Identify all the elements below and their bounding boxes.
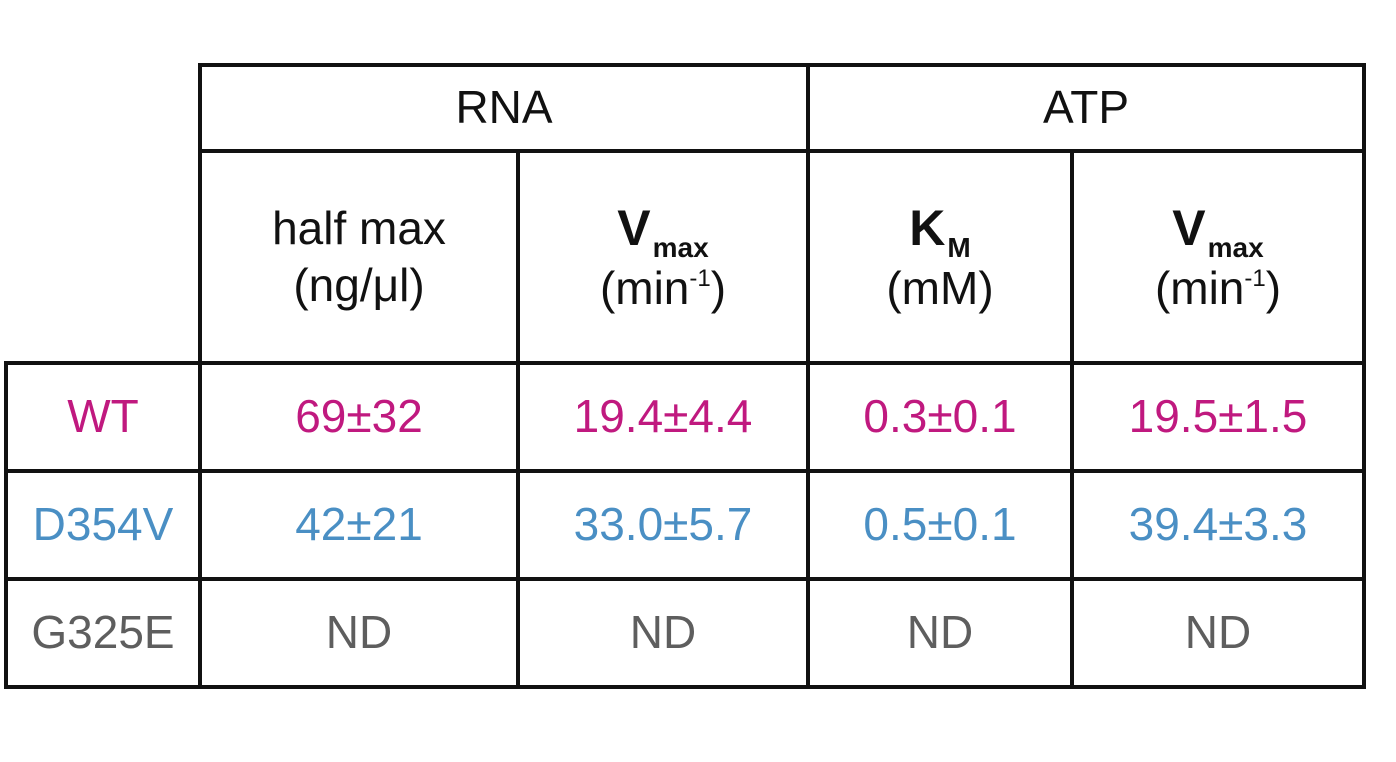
col-header-symbol-line: Vmax: [1074, 197, 1362, 263]
cell-rna-half-max: ND: [198, 577, 520, 689]
col-header-symbol-line: KM: [810, 197, 1070, 263]
col-header-unit: (min-1): [1154, 261, 1282, 314]
col-header-atp-km: KM (mM): [806, 149, 1074, 365]
cell-rna-vmax: 33.0±5.7: [516, 469, 810, 581]
cell-atp-vmax: ND: [1070, 577, 1366, 689]
col-header-rna-half-max: half max (ng/μl): [198, 149, 520, 365]
cell-rna-vmax: 19.4±4.4: [516, 361, 810, 473]
row-label-wt: WT: [4, 361, 202, 473]
col-header-label: half max: [272, 201, 446, 254]
vmax-subscript: max: [1207, 232, 1264, 263]
table-row-d354v: D354V 42±21 33.0±5.7 0.5±0.1 39.4±3.3: [4, 469, 1366, 581]
cell-atp-km: 0.5±0.1: [806, 469, 1074, 581]
column-header-row: half max (ng/μl) Vmax (min-1) KM (mM) Vm…: [6, 149, 1366, 365]
header-group-row: RNA ATP: [6, 63, 1366, 365]
km-subscript: M: [947, 232, 971, 263]
col-header-atp-vmax: Vmax (min-1): [1070, 149, 1366, 365]
cell-rna-vmax: ND: [516, 577, 810, 689]
col-header-symbol-line: Vmax: [520, 197, 806, 263]
col-header-unit: (min-1): [599, 261, 727, 314]
km-symbol: K: [909, 200, 946, 256]
col-header-unit: (ng/μl): [293, 259, 425, 311]
unit-superscript: -1: [1244, 264, 1266, 292]
atp-group-header: ATP: [806, 63, 1366, 153]
col-header-rna-vmax: Vmax (min-1): [516, 149, 810, 365]
rna-group-header: RNA: [198, 63, 810, 153]
cell-atp-vmax: 19.5±1.5: [1070, 361, 1366, 473]
corner-blank-cell: [6, 65, 202, 365]
unit-superscript: -1: [689, 264, 711, 292]
row-label-g325e: G325E: [4, 577, 202, 689]
row-label-d354v: D354V: [4, 469, 202, 581]
table-row-g325e: G325E ND ND ND ND: [4, 577, 1366, 689]
vmax-subscript: max: [652, 232, 709, 263]
cell-atp-km: ND: [806, 577, 1074, 689]
cell-rna-half-max: 42±21: [198, 469, 520, 581]
cell-atp-vmax: 39.4±3.3: [1070, 469, 1366, 581]
cell-rna-half-max: 69±32: [198, 361, 520, 473]
col-header-unit: (mM): [886, 261, 994, 314]
table-row-wt: WT 69±32 19.4±4.4 0.3±0.1 19.5±1.5: [4, 361, 1366, 473]
vmax-symbol: V: [617, 200, 651, 256]
vmax-symbol: V: [1172, 200, 1206, 256]
kinetics-table: RNA ATP half max (ng/μl) Vmax (min-1) KM…: [4, 63, 1366, 689]
cell-atp-km: 0.3±0.1: [806, 361, 1074, 473]
